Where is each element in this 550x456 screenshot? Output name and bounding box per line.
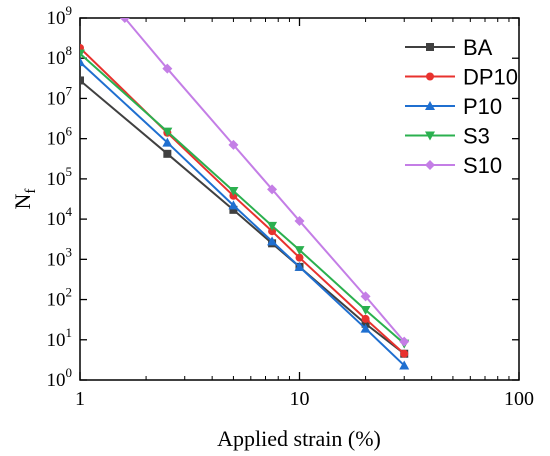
data-point-p10 — [267, 236, 278, 246]
legend-label-p10: P10 — [463, 94, 502, 119]
y-tick-label-base: 10 — [47, 209, 66, 230]
y-tick-label-base: 10 — [47, 290, 66, 311]
data-point-s10 — [162, 63, 173, 74]
y-axis-title-main: N — [10, 193, 35, 209]
data-point-ba — [229, 205, 238, 214]
data-point-dp10 — [400, 349, 409, 358]
series-dp10 — [80, 43, 409, 358]
legend-marker-ba — [426, 43, 434, 51]
y-tick-label-base: 10 — [47, 8, 66, 29]
y-tick-label: 100 — [47, 365, 73, 391]
series-s3 — [80, 49, 410, 349]
y-tick-label-base: 10 — [47, 129, 66, 150]
series-ba — [80, 76, 409, 358]
data-point-p10 — [80, 57, 85, 67]
y-tick-label-base: 10 — [47, 370, 66, 391]
series-layer — [80, 18, 410, 370]
data-point-s10 — [267, 184, 278, 195]
y-tick-label-exp: 0 — [66, 365, 73, 380]
y-tick-label-exp: 6 — [66, 124, 73, 139]
series-s10 — [119, 18, 410, 347]
data-point-ba — [80, 76, 84, 85]
legend-item-dp10: DP10 — [405, 65, 518, 90]
data-point-s3 — [80, 49, 85, 59]
y-tick-label-exp: 8 — [66, 43, 73, 58]
legend-label-dp10: DP10 — [463, 65, 518, 90]
legend-marker-s10 — [425, 160, 435, 170]
x-tick-label: 10 — [290, 388, 310, 410]
series-line-p10 — [80, 61, 405, 367]
series-line-ba — [80, 79, 405, 355]
legend-marker-s3 — [425, 131, 435, 141]
series-line-s3 — [80, 52, 405, 345]
legend-label-ba: BA — [463, 35, 493, 60]
data-point-s3 — [162, 127, 173, 137]
data-point-s3 — [267, 221, 278, 231]
y-tick-label-base: 10 — [47, 169, 66, 190]
data-point-s10 — [399, 336, 410, 347]
data-point-p10 — [399, 360, 410, 370]
series-p10 — [80, 57, 410, 370]
y-tick-label: 103 — [47, 244, 73, 270]
data-point-dp10 — [361, 314, 370, 323]
data-point-p10 — [162, 137, 173, 147]
data-point-p10 — [294, 261, 305, 271]
data-point-s10 — [360, 291, 371, 302]
legend-item-p10: P10 — [405, 94, 502, 119]
data-point-s3 — [360, 305, 371, 315]
y-tick-label-base: 10 — [47, 330, 66, 351]
data-point-dp10 — [295, 253, 304, 262]
data-point-s3 — [228, 186, 239, 196]
y-tick-label-exp: 4 — [66, 204, 73, 219]
legend-label-s10: S10 — [463, 153, 502, 178]
y-tick-label-base: 10 — [47, 249, 66, 270]
legend-marker-p10 — [425, 101, 435, 110]
data-point-p10 — [228, 200, 239, 210]
x-axis: 1 10 100 — [75, 18, 534, 410]
y-tick-label: 105 — [47, 164, 73, 190]
legend-marker-dp10 — [426, 72, 434, 81]
series-line-dp10 — [80, 47, 405, 355]
y-tick-label-exp: 1 — [66, 325, 73, 340]
y-tick-label: 109 — [47, 3, 73, 29]
y-tick-label: 107 — [47, 83, 73, 109]
y-tick-label: 101 — [47, 325, 73, 351]
plot-frame — [79, 17, 520, 381]
x-axis-title: Applied strain (%) — [217, 426, 381, 451]
y-tick-label-exp: 7 — [66, 83, 73, 98]
legend-item-ba: BA — [405, 35, 493, 60]
data-point-s3 — [294, 246, 305, 256]
data-point-ba — [163, 149, 172, 158]
y-tick-label-exp: 2 — [66, 285, 73, 300]
data-point-p10 — [360, 323, 371, 333]
y-tick-label-base: 10 — [47, 48, 66, 69]
legend: BA DP10 P10 S3 S10 — [405, 35, 518, 178]
data-point-s10 — [294, 215, 305, 226]
x-tick-label: 100 — [504, 388, 534, 410]
y-axis-title-sub: f — [23, 189, 39, 194]
data-point-s10 — [228, 139, 239, 150]
y-tick-label-exp: 9 — [66, 3, 73, 18]
y-axis-title: Nf — [10, 189, 39, 210]
legend-item-s10: S10 — [405, 153, 502, 178]
y-tick-label: 102 — [47, 285, 73, 311]
y-tick-label-exp: 5 — [66, 164, 73, 179]
legend-item-s3: S3 — [405, 124, 490, 149]
legend-label-s3: S3 — [463, 124, 490, 149]
data-point-s10 — [119, 18, 130, 23]
y-tick-label: 108 — [47, 43, 73, 69]
x-tick-label: 1 — [75, 388, 85, 410]
data-point-dp10 — [268, 227, 277, 236]
y-tick-label-base: 10 — [47, 88, 66, 109]
y-tick-label: 106 — [47, 124, 73, 150]
y-tick-label-exp: 3 — [66, 244, 73, 259]
y-tick-label: 104 — [47, 204, 73, 230]
